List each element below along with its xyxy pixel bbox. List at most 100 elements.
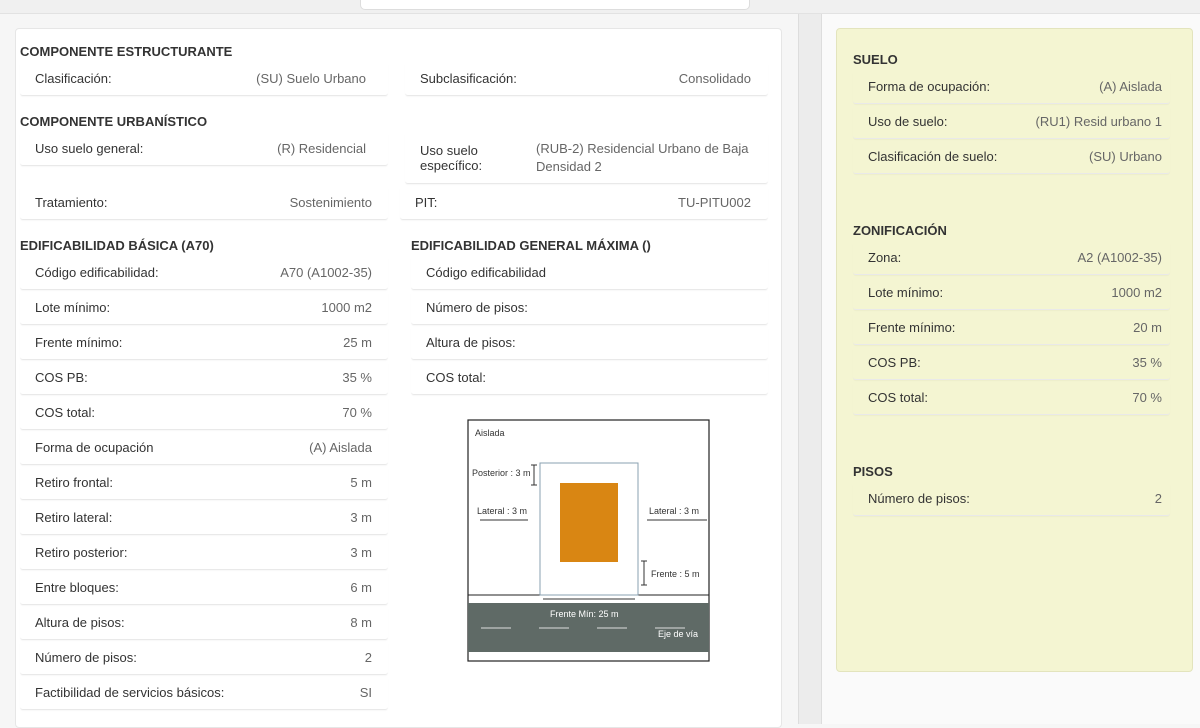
row-label: Código edificabilidad: <box>35 265 159 280</box>
row-value: 2 <box>364 650 372 665</box>
row-label: Retiro frontal: <box>35 475 114 490</box>
info-row: Retiro frontal: 5 m <box>20 466 388 500</box>
dimension-lines <box>480 464 707 600</box>
row-label: COS total: <box>35 405 95 420</box>
row-value: (RU1) Resid urbano 1 <box>1035 114 1162 129</box>
info-row: Número de pisos: 2 <box>20 641 388 675</box>
row-value: 70 % <box>342 405 372 420</box>
row-label: Número de pisos: <box>868 491 970 506</box>
info-row: Uso suelo específico: (RUB-2) Residencial… <box>405 132 768 184</box>
diagram: Aislada Posterior : 3 m Lateral : 3 m La… <box>467 419 710 662</box>
info-row: Número de pisos: <box>411 291 768 325</box>
row-label: COS PB: <box>35 370 88 385</box>
row-label: Entre bloques: <box>35 580 119 595</box>
row-label: PIT: <box>415 195 438 210</box>
row-label: Uso de suelo: <box>868 114 948 129</box>
row-label: Retiro posterior: <box>35 545 128 560</box>
row-label: Retiro lateral: <box>35 510 113 525</box>
row-label: COS total: <box>426 370 486 385</box>
right-card <box>836 28 1193 672</box>
row-label: Frente mínimo: <box>35 335 123 350</box>
row-label: Forma de ocupación <box>35 440 154 455</box>
info-row: Altura de pisos: <box>411 326 768 360</box>
row-label: Altura de pisos: <box>35 615 125 630</box>
row-value: (SU) Suelo Urbano <box>256 71 366 86</box>
row-label: Altura de pisos: <box>426 335 516 350</box>
row-value: 2 <box>1154 491 1162 506</box>
info-row: COS PB: 35 % <box>20 361 388 395</box>
row-label: Clasificación: <box>35 71 112 86</box>
row-value: Sostenimiento <box>289 195 372 210</box>
info-row: COS total: 70 % <box>853 381 1170 415</box>
info-row: Frente mínimo: 20 m <box>853 311 1170 345</box>
info-row: Retiro lateral: 3 m <box>20 501 388 535</box>
lateral-left-label: Lateral : 3 m <box>477 506 527 516</box>
info-row: COS total: <box>411 361 768 395</box>
row-value: 25 m <box>343 335 372 350</box>
row-label: Forma de ocupación: <box>868 79 991 94</box>
row-value: SI <box>359 685 372 700</box>
lateral-right-label: Lateral : 3 m <box>649 506 699 516</box>
row-value: 1000 m2 <box>1111 285 1162 300</box>
info-row: COS total: 70 % <box>20 396 388 430</box>
row-label: Uso suelo general: <box>35 141 144 156</box>
divider <box>798 14 822 724</box>
axis-label: Eje de vía <box>658 629 698 639</box>
row-label: Uso suelo específico: <box>420 142 483 173</box>
info-row: Zona: A2 (A1002-35) <box>853 241 1170 275</box>
info-row: COS PB: 35 % <box>853 346 1170 380</box>
row-label: Lote mínimo: <box>35 300 111 315</box>
row-value: 6 m <box>350 580 372 595</box>
info-row: Lote mínimo: 1000 m2 <box>853 276 1170 310</box>
row-label: Código edificabilidad <box>426 265 546 280</box>
section-title: COMPONENTE ESTRUCTURANTE <box>20 44 233 59</box>
row-value: Consolidado <box>678 71 751 86</box>
info-row: Entre bloques: 6 m <box>20 571 388 605</box>
info-row: Uso suelo general: (R) Residencial <box>20 132 388 166</box>
info-row: Código edificabilidad: A70 (A1002-35) <box>20 256 388 290</box>
row-label: Subclasificación: <box>420 71 517 86</box>
row-label: Número de pisos: <box>35 650 137 665</box>
row-label: Factibilidad de servicios básicos: <box>35 685 225 700</box>
section-title: EDIFICABILIDAD BÁSICA (A70) <box>20 238 214 253</box>
row-label: Tratamiento: <box>35 195 108 210</box>
row-value: (A) Aislada <box>1099 79 1162 94</box>
row-label: COS total: <box>868 390 928 405</box>
row-value: (SU) Urbano <box>1089 149 1162 164</box>
row-value: A2 (A1002-35) <box>1077 250 1162 265</box>
row-label: Clasificación de suelo: <box>868 149 998 164</box>
lot <box>539 462 639 596</box>
row-label: Zona: <box>868 250 902 265</box>
min-front-label: Frente Mín: 25 m <box>550 609 619 619</box>
row-value: 35 % <box>1132 355 1162 370</box>
info-row: Número de pisos: 2 <box>853 482 1170 516</box>
search-box[interactable] <box>360 0 750 10</box>
posterior-label: Posterior : 3 m <box>472 468 531 478</box>
section-title: PISOS <box>853 464 893 479</box>
row-label: Frente mínimo: <box>868 320 956 335</box>
info-row: Frente mínimo: 25 m <box>20 326 388 360</box>
info-row: Uso de suelo: (RU1) Resid urbano 1 <box>853 105 1170 139</box>
section-title: EDIFICABILIDAD GENERAL MÁXIMA () <box>411 238 651 253</box>
row-label: Lote mínimo: <box>868 285 944 300</box>
row-value: 5 m <box>350 475 372 490</box>
info-row: PIT: TU-PITU002 <box>400 186 768 220</box>
row-value: (RUB-2) Residencial Urbano de Baja Densi… <box>536 140 749 174</box>
info-row: Factibilidad de servicios básicos: SI <box>20 676 388 710</box>
info-row: Forma de ocupación (A) Aislada <box>20 431 388 465</box>
row-value: 70 % <box>1132 390 1162 405</box>
row-label: COS PB: <box>868 355 921 370</box>
section-title: SUELO <box>853 52 898 67</box>
row-value: 20 m <box>1133 320 1162 335</box>
front-label: Frente : 5 m <box>651 569 700 579</box>
info-row: Lote mínimo: 1000 m2 <box>20 291 388 325</box>
row-value: (R) Residencial <box>277 141 366 156</box>
row-value: 3 m <box>350 510 372 525</box>
info-row: Clasificación de suelo: (SU) Urbano <box>853 140 1170 174</box>
row-value: (A) Aislada <box>309 440 372 455</box>
diagram-title: Aislada <box>475 428 505 438</box>
row-value: 3 m <box>350 545 372 560</box>
info-row: Tratamiento: Sostenimiento <box>20 186 388 220</box>
info-row: Código edificabilidad <box>411 256 768 290</box>
